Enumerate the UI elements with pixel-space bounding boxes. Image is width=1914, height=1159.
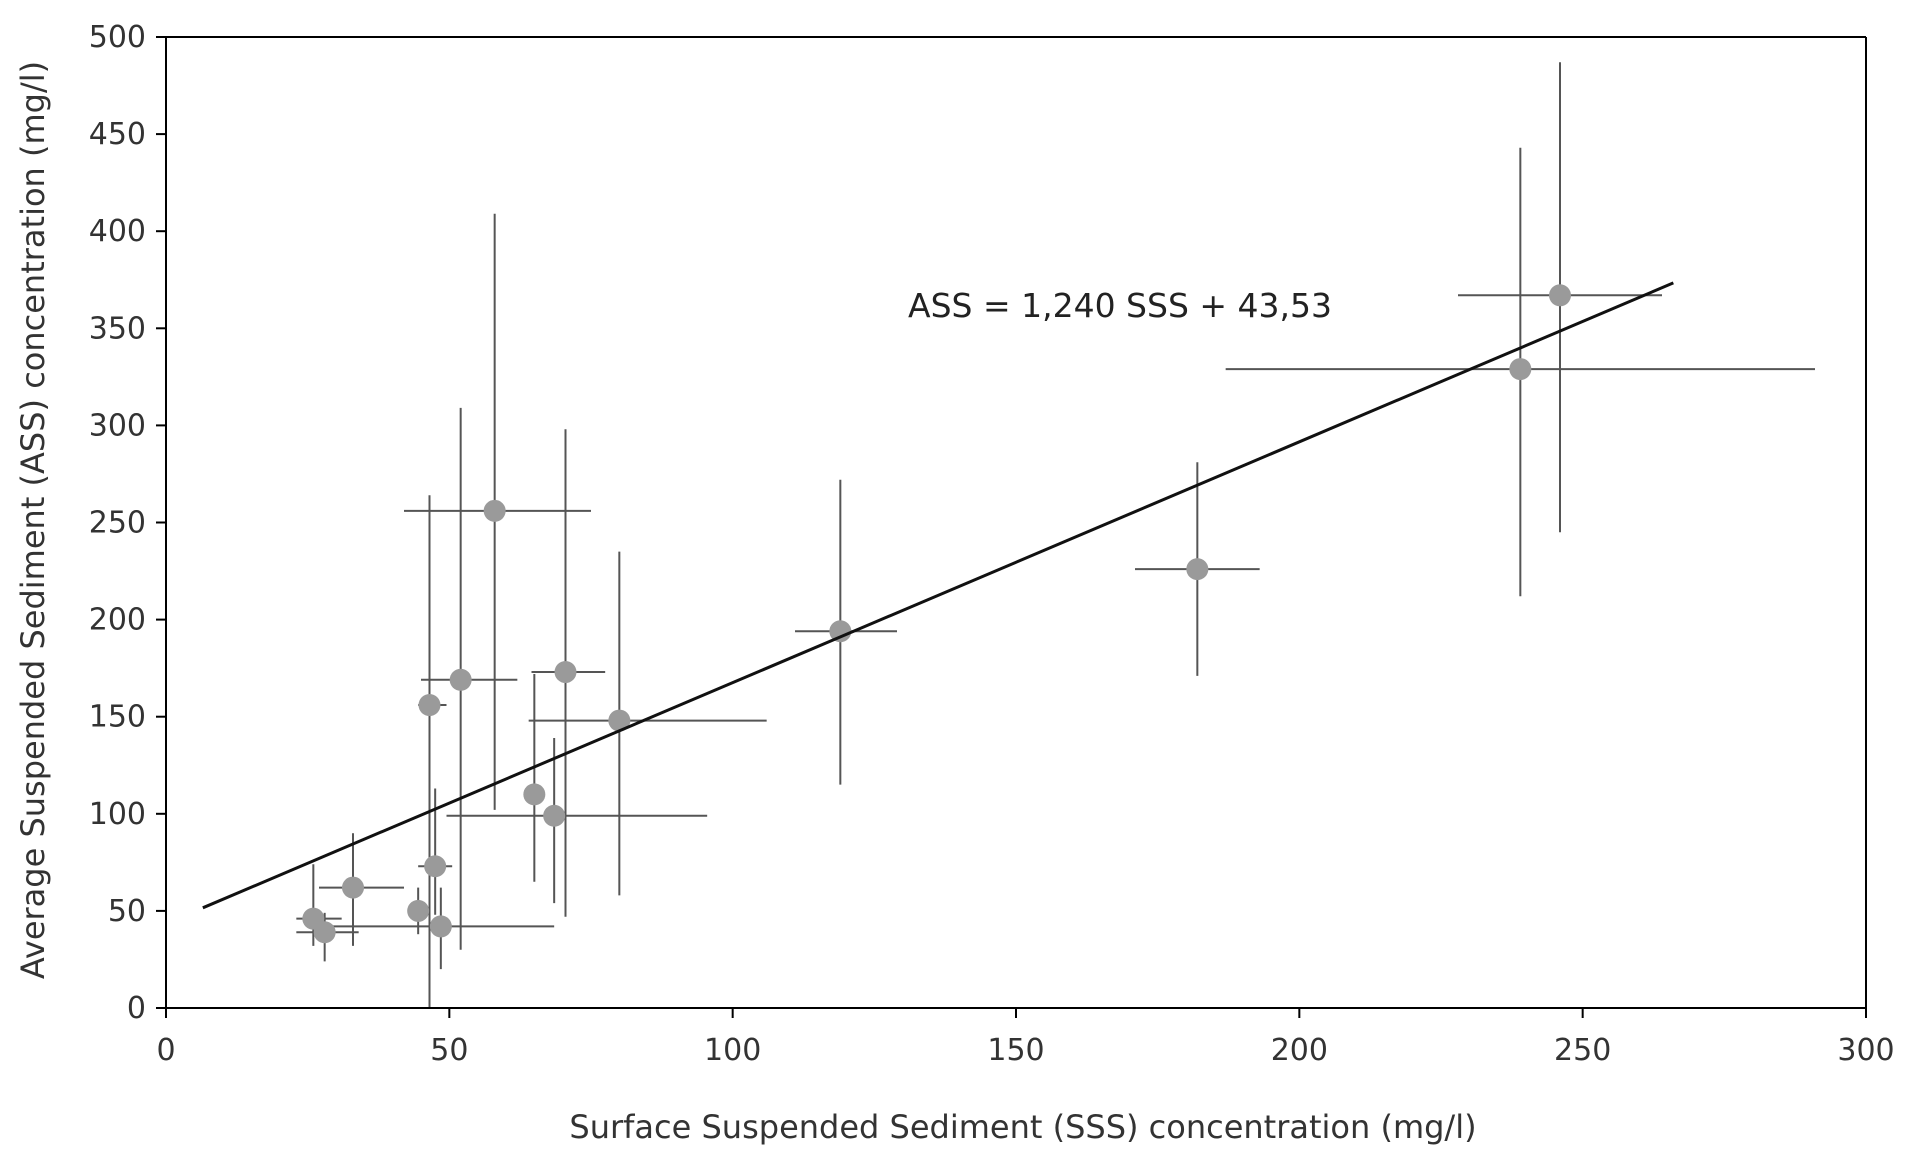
x-axis-ticks: 0 50 100 150 200 250 300 <box>156 1008 1895 1068</box>
y-tick-label: 100 <box>89 797 146 832</box>
data-point <box>342 876 364 899</box>
data-point <box>313 921 336 944</box>
data-point <box>429 915 452 938</box>
y-tick-label: 450 <box>89 117 146 152</box>
data-point <box>608 709 631 732</box>
data-point <box>829 620 852 643</box>
trendline <box>202 281 1674 910</box>
data-points <box>302 284 1571 944</box>
data-point <box>523 783 546 806</box>
data-point <box>418 694 441 717</box>
data-point <box>1509 358 1532 381</box>
x-tick-label: 200 <box>1271 1033 1328 1068</box>
data-point <box>449 668 472 691</box>
y-tick-label: 300 <box>89 408 146 443</box>
y-tick-label: 250 <box>89 506 146 541</box>
y-tick-label: 150 <box>89 700 146 735</box>
x-axis-title: Surface Suspended Sediment (SSS) concent… <box>569 1108 1476 1146</box>
y-tick-label: 400 <box>89 214 146 249</box>
data-point <box>554 661 577 684</box>
y-tick-label: 50 <box>108 894 146 929</box>
data-point <box>1186 558 1209 581</box>
y-tick-label: 200 <box>89 603 146 638</box>
x-tick-label: 250 <box>1554 1033 1611 1068</box>
x-tick-label: 150 <box>987 1033 1044 1068</box>
y-axis-ticks: 0 50 100 150 200 250 300 350 400 450 500 <box>89 20 166 1026</box>
y-axis-title: Average Suspended Sediment (ASS) concent… <box>14 61 52 979</box>
x-tick-label: 300 <box>1837 1033 1894 1068</box>
data-point <box>483 499 506 522</box>
data-point <box>1549 284 1571 307</box>
data-point <box>407 899 430 922</box>
x-tick-label: 100 <box>704 1033 761 1068</box>
x-tick-label: 0 <box>156 1033 175 1068</box>
y-tick-label: 500 <box>89 20 146 55</box>
y-tick-label: 0 <box>127 991 146 1026</box>
y-tick-label: 350 <box>89 311 146 346</box>
data-point <box>543 804 566 827</box>
x-tick-label: 50 <box>430 1033 468 1068</box>
error-bars <box>296 62 1815 1008</box>
data-point <box>424 855 447 878</box>
trendline-equation: ASS = 1,240 SSS + 43,53 <box>908 286 1332 325</box>
